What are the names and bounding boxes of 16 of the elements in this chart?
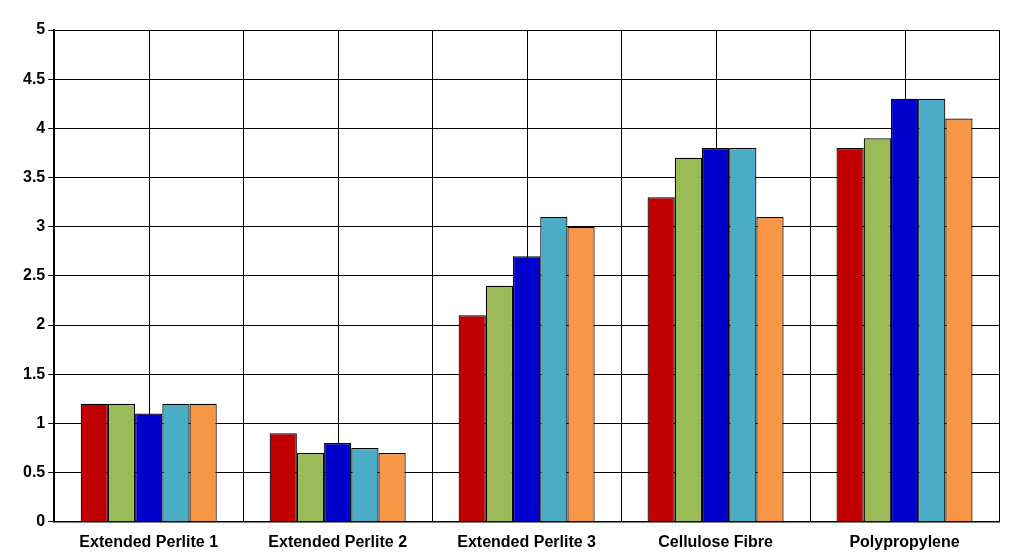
x-tick-label: Extended Perlite 2	[268, 532, 408, 550]
y-tick-label: 3.5	[22, 167, 46, 185]
y-tick-label: 5	[36, 20, 46, 38]
y-tick-label: 1.5	[22, 364, 46, 382]
y-tick-label: 4	[36, 118, 46, 136]
y-tick-label: 1	[36, 413, 46, 431]
y-tick-label: 4.5	[22, 69, 46, 87]
y-tick-label: 0.5	[22, 463, 46, 481]
y-tick-label: 3	[36, 217, 46, 235]
y-tick-label: 0	[36, 512, 46, 530]
x-tick-label: Cellulose Fibre	[658, 532, 774, 550]
y-tick-label: 2.5	[22, 266, 46, 284]
x-tick-label: Extended Perlite 1	[79, 532, 219, 550]
x-tick-label: Polypropylene	[849, 532, 960, 550]
y-tick-label: 2	[36, 315, 46, 333]
x-tick-label: Extended Perlite 3	[457, 532, 597, 550]
